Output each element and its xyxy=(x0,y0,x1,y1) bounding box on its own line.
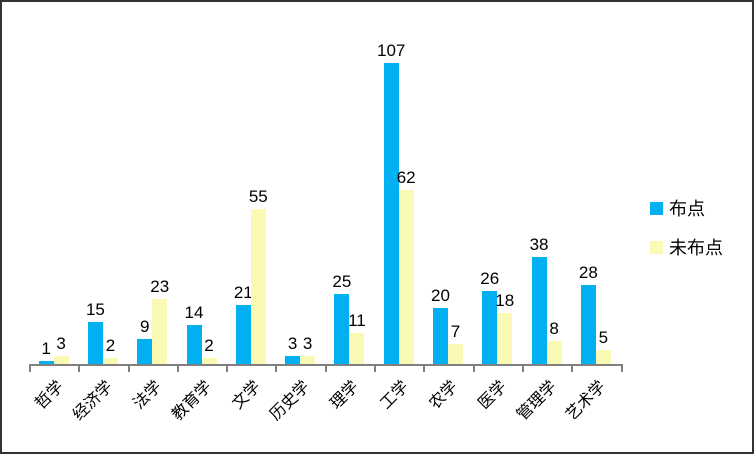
bar-value-label: 11 xyxy=(348,311,366,331)
axis-tick xyxy=(275,364,278,372)
legend-item-weibudian: 未布点 xyxy=(650,234,723,260)
bar-value-label: 55 xyxy=(248,187,268,207)
bar-value-label: 14 xyxy=(184,302,204,322)
axis-tick xyxy=(127,364,130,372)
bar-value-label: 3 xyxy=(56,333,66,353)
axis-tick xyxy=(472,364,475,372)
bar-value-label: 9 xyxy=(139,316,150,336)
bar-value-label: 8 xyxy=(549,319,559,339)
bar-value-label: 3 xyxy=(287,333,298,353)
bar-weibudian-11 xyxy=(595,349,611,364)
bar-weibudian-4 xyxy=(250,209,266,364)
bar-weibudian-8 xyxy=(447,344,463,364)
bar-value-label: 23 xyxy=(150,277,170,297)
axis-tick xyxy=(29,364,31,372)
x-axis-label: 医学 xyxy=(475,378,511,413)
bar-budian-11 xyxy=(580,285,596,364)
bar-value-label: 28 xyxy=(578,263,598,283)
x-axis-label: 艺术学 xyxy=(562,378,609,424)
bar-weibudian-2 xyxy=(152,299,168,364)
axis-tick xyxy=(226,364,229,372)
bar-weibudian-9 xyxy=(497,313,513,364)
x-axis-label: 法学 xyxy=(130,378,166,413)
bar-weibudian-3 xyxy=(201,358,217,364)
axis-tick xyxy=(78,364,81,372)
bar-budian-2 xyxy=(137,338,153,364)
x-axis-label: 文学 xyxy=(229,378,264,413)
bar-weibudian-5 xyxy=(300,355,316,364)
legend: 布点 未布点 xyxy=(650,195,723,273)
bar-weibudian-10 xyxy=(546,341,562,364)
bar-value-label: 38 xyxy=(529,235,549,255)
bar-weibudian-0 xyxy=(53,355,69,364)
bar-value-label: 21 xyxy=(233,282,253,302)
bar-budian-9 xyxy=(482,290,498,364)
axis-tick xyxy=(324,364,327,372)
bar-value-label: 5 xyxy=(598,327,609,347)
bar-budian-6 xyxy=(334,293,350,364)
bar-value-label: 20 xyxy=(431,285,450,305)
axis-tick xyxy=(374,364,377,372)
bar-value-label: 26 xyxy=(480,268,500,288)
bar-budian-0 xyxy=(38,361,54,364)
axis-tick xyxy=(620,364,623,372)
bar-value-label: 25 xyxy=(332,271,352,291)
x-axis-label: 管理学 xyxy=(513,378,560,424)
bar-value-label: 2 xyxy=(105,336,116,356)
legend-label-budian: 布点 xyxy=(669,199,705,219)
x-axis-label: 哲学 xyxy=(32,378,67,413)
legend-swatch-budian xyxy=(650,201,663,215)
bar-budian-8 xyxy=(432,307,448,364)
legend-swatch-weibudian xyxy=(650,240,663,254)
bar-budian-3 xyxy=(186,324,202,364)
axis-tick xyxy=(521,364,524,372)
bar-value-label: 2 xyxy=(204,336,214,356)
bar-value-label: 3 xyxy=(302,333,313,353)
bar-budian-4 xyxy=(235,304,251,364)
legend-item-budian: 布点 xyxy=(650,195,723,221)
bar-budian-7 xyxy=(383,63,399,364)
bar-value-label: 7 xyxy=(450,322,461,342)
bar-weibudian-6 xyxy=(349,333,365,364)
x-axis-label: 农学 xyxy=(426,378,462,413)
bar-value-label: 1 xyxy=(41,339,51,359)
axis-tick xyxy=(571,364,574,372)
bar-value-label: 18 xyxy=(495,291,515,311)
bar-weibudian-1 xyxy=(102,358,118,364)
bar-budian-10 xyxy=(531,257,547,364)
x-axis-label: 教育学 xyxy=(168,378,215,424)
x-axis-label: 工学 xyxy=(377,378,412,413)
axis-tick xyxy=(176,364,179,372)
legend-label-weibudian: 未布点 xyxy=(669,238,723,258)
x-axis-label: 经济学 xyxy=(69,378,116,424)
bar-value-label: 15 xyxy=(85,299,105,319)
bar-value-label: 62 xyxy=(396,167,416,187)
bar-weibudian-7 xyxy=(398,189,414,364)
axis-tick xyxy=(423,364,426,372)
bar-budian-1 xyxy=(87,321,103,364)
x-axis-label: 理学 xyxy=(327,378,363,413)
bar-value-label: 107 xyxy=(377,41,406,60)
x-axis-label: 历史学 xyxy=(267,378,314,424)
bar-budian-5 xyxy=(285,355,301,364)
